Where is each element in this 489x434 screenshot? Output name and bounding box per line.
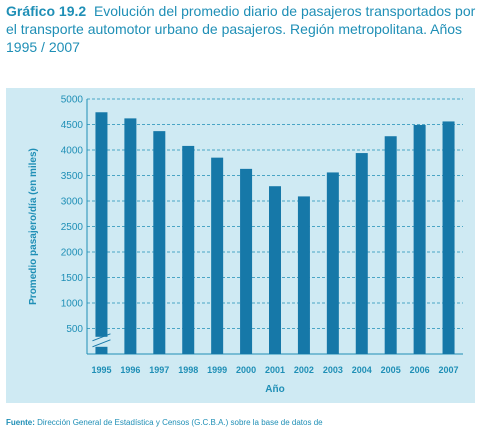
x-tick-label-1997: 1997 [149,365,169,375]
x-tick-label-1999: 1999 [207,365,227,375]
axis-break-gap [94,336,109,347]
bar-2003 [326,172,339,354]
x-tick-label-2003: 2003 [323,365,343,375]
x-tick-label-1996: 1996 [120,365,140,375]
bar-1997 [153,131,166,354]
x-tick-label-2000: 2000 [236,365,256,375]
axis-break-line [92,339,111,348]
bar-1998 [182,145,195,354]
bar-2000 [240,168,253,354]
y-tick-label-2500: 2500 [61,222,84,233]
source-text: Dirección General de Estadística y Censo… [37,418,323,427]
bar-2005 [384,136,397,354]
source-label: Fuente: [6,418,35,427]
x-tick-label-2002: 2002 [294,365,314,375]
chart-panel: 500 1000 1500 2000 2500 3000 3500 4000 4500 5000 1… [6,88,475,403]
y-tick-label-5000: 5000 [61,95,84,106]
bar-2006 [413,125,426,354]
bar-1996 [124,118,137,354]
bar-1999 [211,157,224,354]
x-tick-label-2007: 2007 [439,365,459,375]
x-axis-title: Año [265,384,284,395]
bar-1995 [95,112,108,354]
bar-2001 [269,186,281,354]
y-tick-label-4000: 4000 [61,146,84,157]
y-tick-label-2000: 2000 [61,248,84,259]
x-tick-label-2005: 2005 [381,365,401,375]
y-axis-title: Promedio pasajero/día (en miles) [28,148,39,305]
bar-2007 [442,121,455,354]
x-tick-label-1995: 1995 [91,365,111,375]
y-tick-label-1500: 1500 [61,273,84,284]
chart-number: Gráfico 19.2 [6,3,87,19]
y-tick-label-4500: 4500 [61,120,84,131]
y-tick-label-500: 500 [66,324,83,335]
bar-2002 [297,196,310,354]
x-tick-label-2006: 2006 [410,365,430,375]
x-tick-label-2001: 2001 [265,365,285,375]
x-tick-label-2004: 2004 [352,365,372,375]
y-tick-label-3500: 3500 [61,171,84,182]
chart-title: Gráfico 19.2 Evolución del promedio diar… [6,2,484,56]
y-tick-label-3000: 3000 [61,197,84,208]
bar-chart: 500 1000 1500 2000 2500 3000 3500 4000 4500 5000 1… [28,95,463,395]
axis-break-line-2 [92,333,111,342]
y-tick-label-1000: 1000 [61,299,84,310]
chart-title-text: Evolución del promedio diario de pasajer… [6,3,476,55]
x-tick-label-1998: 1998 [178,365,198,375]
bar-2004 [355,153,368,354]
source-note: Fuente: Dirección General de Estadística… [6,418,323,427]
